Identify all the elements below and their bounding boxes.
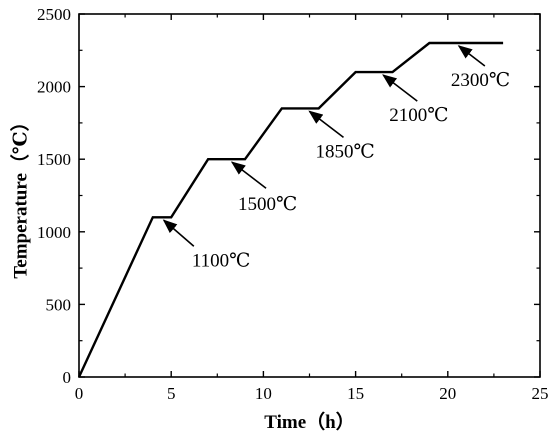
annotation-arrow — [308, 110, 344, 139]
annotation-label: 1500℃ — [238, 194, 297, 215]
x-axis-title: Time（h） — [264, 410, 354, 433]
y-tick-label: 1500 — [37, 150, 71, 169]
annotation-arrow — [230, 161, 267, 189]
y-tick-label: 500 — [46, 295, 72, 314]
annotation-label: 1100℃ — [192, 250, 251, 271]
annotation-arrow — [162, 219, 195, 247]
annotation-arrow — [382, 74, 418, 102]
y-tick-label: 1000 — [37, 223, 71, 242]
temperature-profile-line — [77, 41, 504, 378]
plot-frame — [78, 13, 541, 378]
y-tick-label: 0 — [63, 368, 72, 387]
x-tick-label: 10 — [255, 384, 272, 403]
y-tick-label: 2500 — [37, 5, 71, 24]
annotation-label: 1850℃ — [316, 141, 375, 162]
annotation-arrow — [457, 45, 486, 67]
y-axis-title: Temperature（℃） — [8, 112, 31, 278]
x-tick-label: 15 — [347, 384, 364, 403]
x-tick-label: 20 — [439, 384, 456, 403]
annotation-label: 2100℃ — [389, 105, 448, 126]
x-tick-label: 5 — [167, 384, 176, 403]
y-tick-label: 2000 — [37, 78, 71, 97]
annotation-label: 2300℃ — [451, 70, 510, 91]
plot-layer: 0 5 10 15 20 25 0 500 1000 1500 2000 2500 1100℃ 1500℃… — [37, 5, 549, 403]
x-tick-label: 0 — [75, 384, 84, 403]
x-tick-label: 25 — [532, 384, 549, 403]
